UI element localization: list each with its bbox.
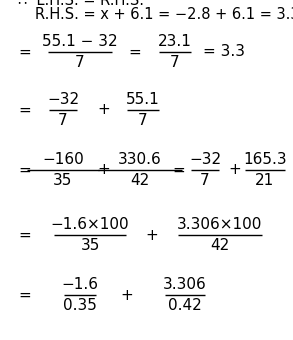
Text: R.H.S. = x + 6.1 = −2.8 + 6.1 = 3.3: R.H.S. = x + 6.1 = −2.8 + 6.1 = 3.3 <box>35 7 293 22</box>
Text: = 3.3: = 3.3 <box>203 45 245 59</box>
Text: =: = <box>18 45 31 59</box>
Text: 23.1: 23.1 <box>158 34 192 49</box>
Text: −160: −160 <box>42 152 84 167</box>
Text: +: + <box>97 163 110 177</box>
Text: =: = <box>128 45 141 59</box>
Text: 3.306: 3.306 <box>163 277 207 292</box>
Text: 7: 7 <box>58 113 68 128</box>
Text: 35: 35 <box>80 238 100 253</box>
Text: 42: 42 <box>130 173 150 188</box>
Text: 165.3: 165.3 <box>243 152 287 167</box>
Text: 7: 7 <box>75 55 85 70</box>
Text: 0.35: 0.35 <box>63 298 97 313</box>
Text: 55.1: 55.1 <box>126 92 160 107</box>
Text: 7: 7 <box>200 173 210 188</box>
Text: +: + <box>228 163 241 177</box>
Text: =: = <box>18 288 31 303</box>
Text: 7: 7 <box>170 55 180 70</box>
Text: =: = <box>18 227 31 242</box>
Text: +: + <box>120 288 133 303</box>
Text: =: = <box>18 163 31 177</box>
Text: −1.6×100: −1.6×100 <box>51 217 129 232</box>
Text: 3.306×100: 3.306×100 <box>177 217 263 232</box>
Text: =: = <box>18 102 31 118</box>
Text: +: + <box>145 227 158 242</box>
Text: 7: 7 <box>138 113 148 128</box>
Text: 21: 21 <box>255 173 275 188</box>
Text: ∴  L.H.S. = R.H.S.: ∴ L.H.S. = R.H.S. <box>18 0 144 8</box>
Text: 330.6: 330.6 <box>118 152 162 167</box>
Text: −32: −32 <box>189 152 221 167</box>
Text: 55.1 − 32: 55.1 − 32 <box>42 34 118 49</box>
Text: 42: 42 <box>210 238 230 253</box>
Text: 0.42: 0.42 <box>168 298 202 313</box>
Text: +: + <box>97 102 110 118</box>
Text: 35: 35 <box>53 173 73 188</box>
Text: −32: −32 <box>47 92 79 107</box>
Text: −1.6: −1.6 <box>62 277 98 292</box>
Text: =: = <box>172 163 185 177</box>
